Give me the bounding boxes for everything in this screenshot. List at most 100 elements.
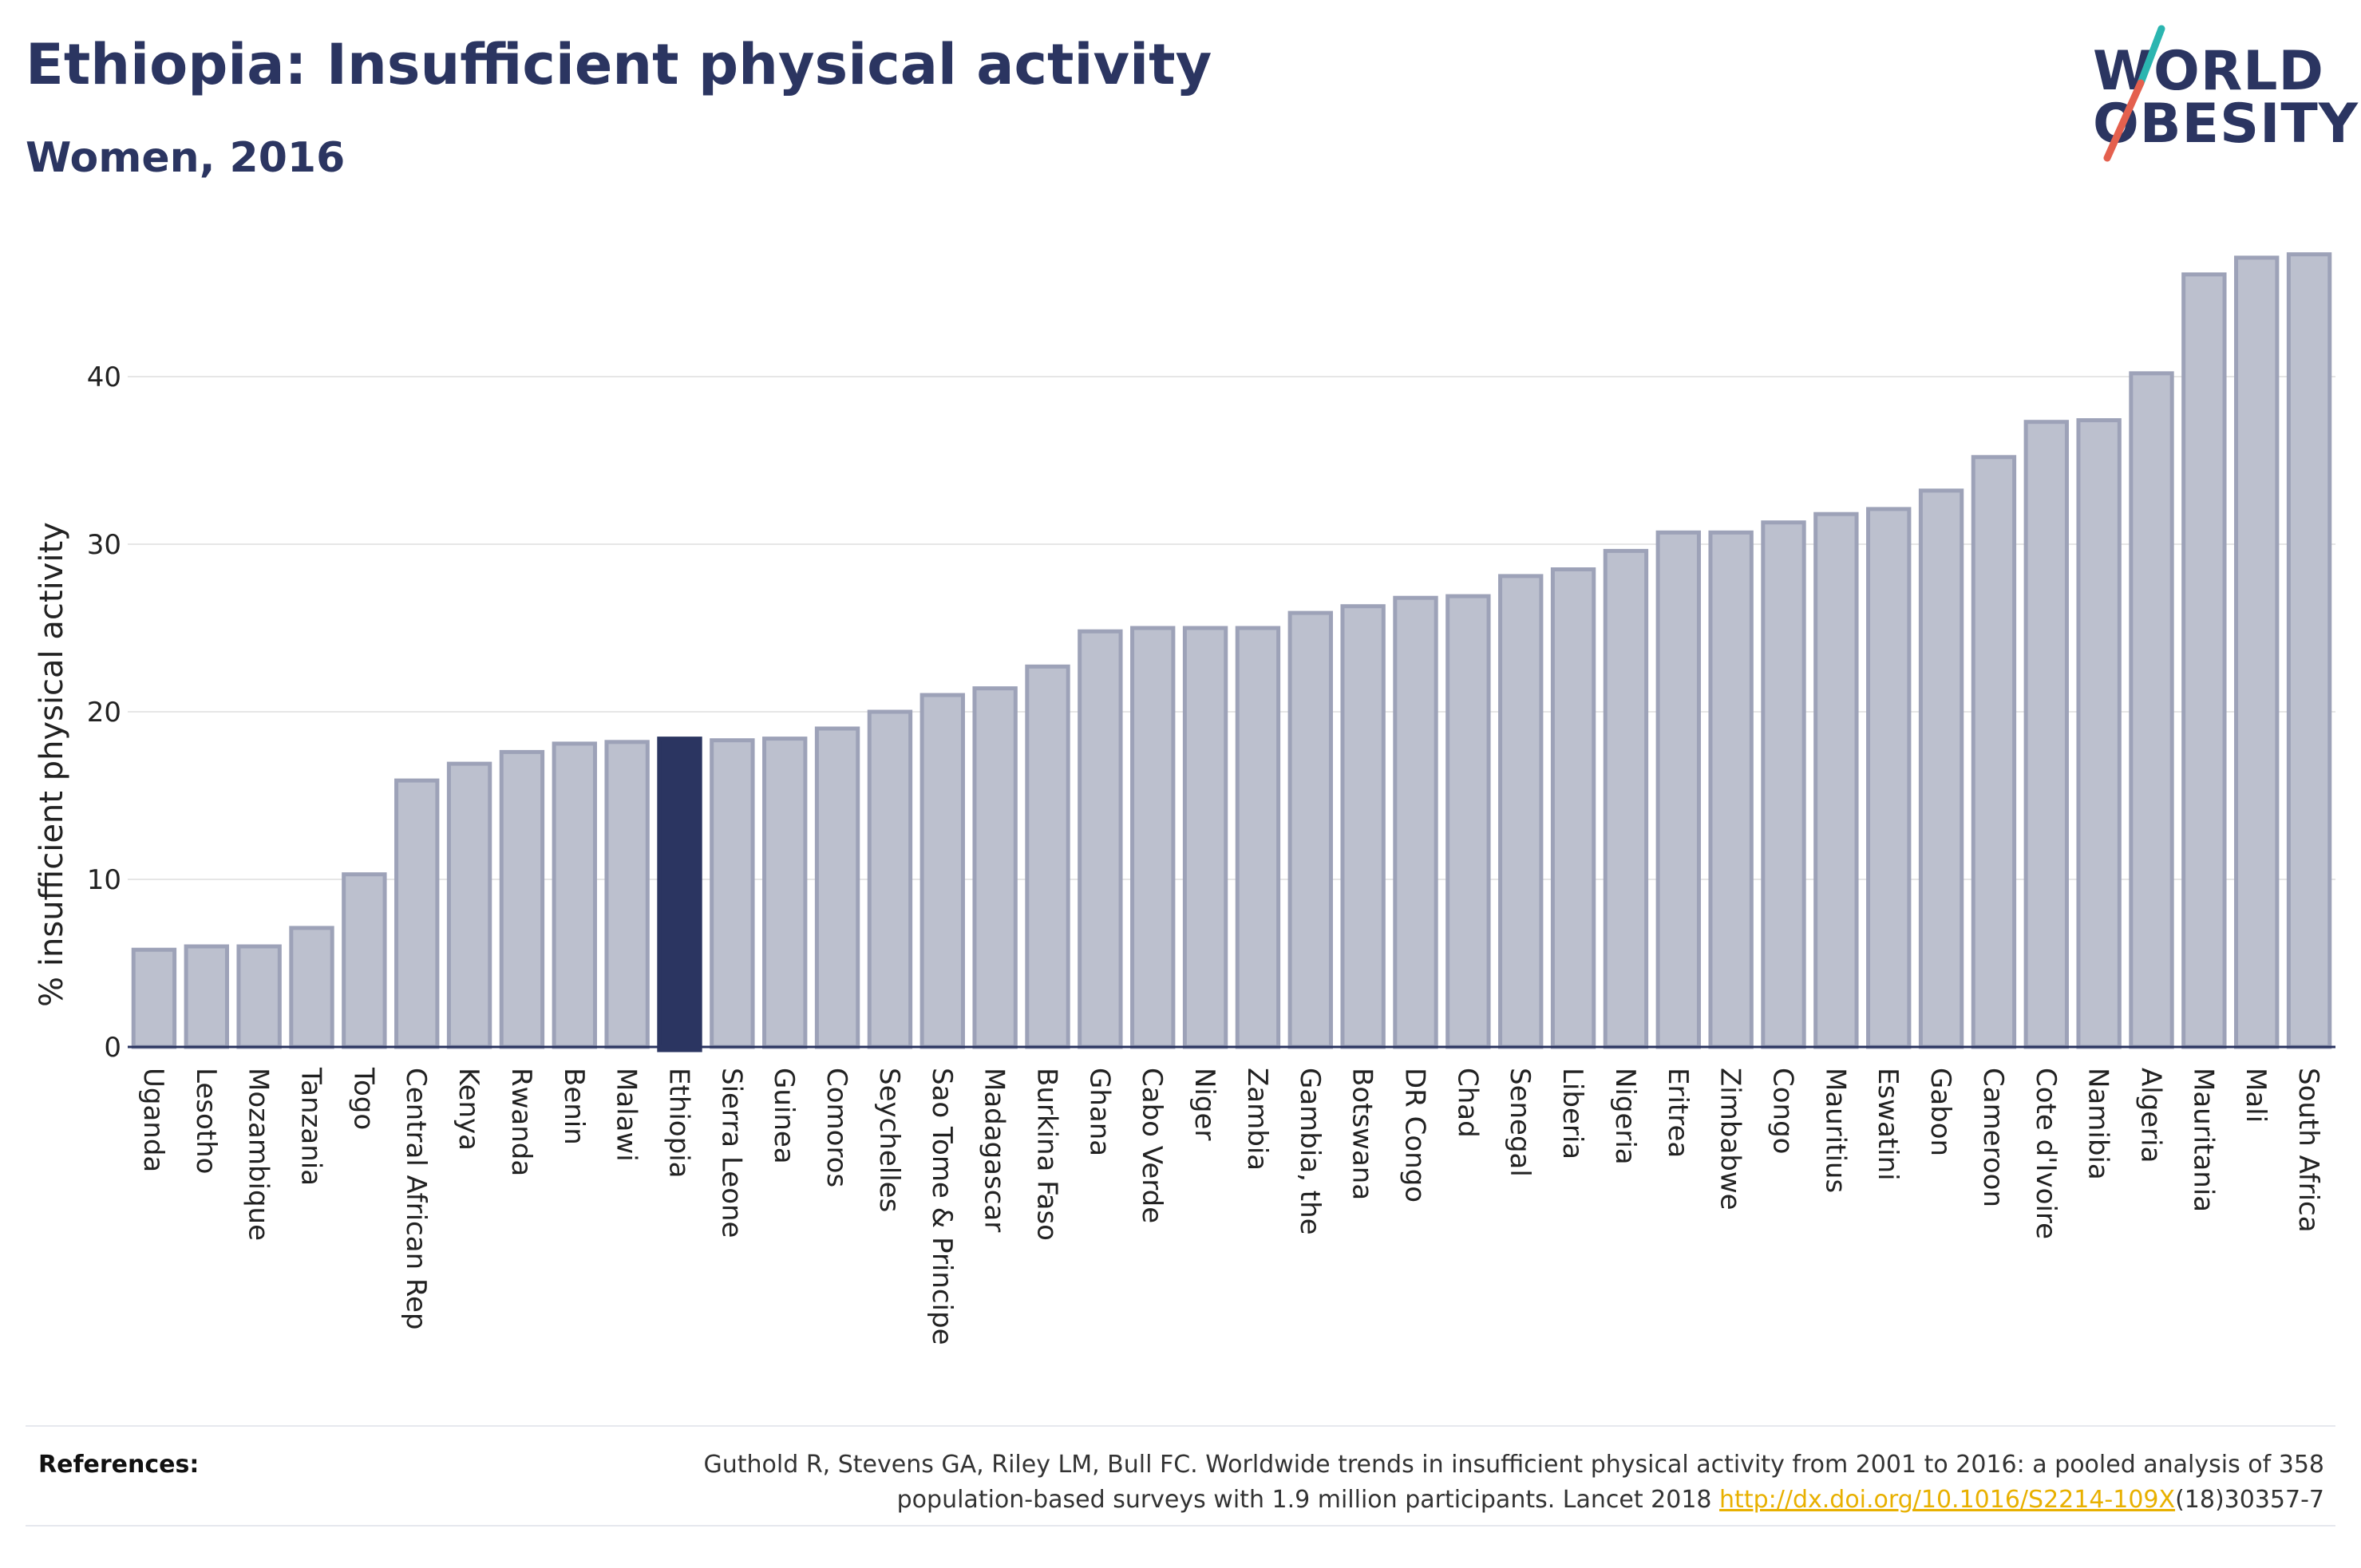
bar-kenya [446, 761, 492, 1049]
bar-comoros [814, 726, 860, 1049]
x-tick-label: Sao Tome & Principe [926, 1068, 958, 1345]
bar-ethiopia [657, 737, 702, 1053]
bar-mauritius [1813, 511, 1859, 1049]
references-label: References: [38, 1451, 200, 1479]
x-tick-label: Mauritius [1819, 1068, 1851, 1193]
reference-line-2: population-based surveys with 1.9 millio… [409, 1483, 2324, 1518]
gridlines [128, 376, 2335, 880]
y-tick-label: 30 [87, 529, 121, 561]
bars [131, 252, 2332, 1053]
x-tick-label: Zimbabwe [1714, 1068, 1746, 1211]
bar-uganda [131, 947, 177, 1049]
bar-sao-tome-principe [919, 693, 965, 1049]
bar-sierra-leone [710, 738, 755, 1049]
reference-doi-link[interactable]: http://dx.doi.org/10.1016/S2214-109X [1719, 1486, 2176, 1514]
x-tick-label: Niger [1188, 1068, 1220, 1140]
bar-niger [1182, 626, 1228, 1049]
bar-botswana [1340, 604, 1386, 1049]
world-obesity-logo: WORLD OBESITY [2075, 24, 2358, 168]
bar-lesotho [184, 944, 229, 1049]
x-tick-label: Seychelles [873, 1068, 905, 1212]
bar-tanzania [289, 926, 334, 1049]
bar-cote-d-ivoire [2023, 420, 2069, 1049]
bar-rwanda [499, 749, 545, 1049]
y-tick-label: 0 [104, 1032, 121, 1064]
x-tick-label: Cote d'Ivoire [2030, 1068, 2062, 1239]
bar-south-africa [2286, 252, 2332, 1049]
x-tick-label: Comoros [821, 1068, 852, 1187]
x-tick-label: Tanzania [295, 1067, 327, 1186]
y-tick-label: 10 [87, 864, 121, 896]
axes: 0 10 20 30 40 Uganda Lesotho Mozambique Tanzania… [87, 361, 2335, 1345]
bar-gabon [1918, 488, 1964, 1049]
bar-liberia [1550, 567, 1596, 1049]
reference-line-1: Guthold R, Stevens GA, Riley LM, Bull FC… [703, 1451, 2324, 1479]
x-tick-label: South Africa [2292, 1068, 2324, 1233]
bar-mozambique [236, 944, 282, 1049]
y-axis-label: % insufficient physical activity [34, 522, 70, 1007]
bar-central-african-rep [394, 778, 440, 1049]
bar-zimbabwe [1708, 530, 1754, 1049]
x-tick-label: Benin [558, 1068, 590, 1145]
x-tick-label: Liberia [1556, 1068, 1588, 1159]
x-tick-label: Algeria [2135, 1068, 2167, 1163]
y-tick-label: 40 [87, 361, 121, 393]
x-tick-label: Mozambique [243, 1068, 275, 1241]
x-tick-label: Ghana [1083, 1068, 1115, 1156]
bar-zambia [1235, 626, 1281, 1049]
bar-mauritania [2181, 272, 2227, 1049]
x-tick-label: Mauritania [2187, 1068, 2219, 1212]
bar-seychelles [867, 709, 913, 1049]
x-tick-label: Congo [1767, 1068, 1799, 1154]
x-tick-label: Lesotho [190, 1068, 222, 1174]
reference-line-2-text: population-based surveys with 1.9 millio… [896, 1486, 1720, 1514]
bar-benin [552, 741, 597, 1049]
y-tick-label: 20 [87, 697, 121, 729]
references-bottom-divider [26, 1525, 2335, 1527]
bar-togo [342, 872, 387, 1049]
bar-burkina-faso [1025, 664, 1070, 1049]
x-tick-label: Chad [1451, 1068, 1483, 1138]
reference-line-2-suffix: (18)30357-7 [2175, 1486, 2324, 1514]
bar-ghana [1078, 629, 1123, 1049]
bar-dr-congo [1393, 595, 1438, 1049]
x-tick-label: Gambia, the [1294, 1068, 1326, 1235]
x-tick-label: Botswana [1347, 1068, 1378, 1200]
bar-algeria [2129, 371, 2174, 1049]
x-tick-label: Central African Rep [400, 1068, 432, 1330]
bar-eritrea [1655, 530, 1701, 1049]
bar-chart: 0 10 20 30 40 Uganda Lesotho Mozambique Tanzania… [34, 252, 2335, 1345]
references-text: Guthold R, Stevens GA, Riley LM, Bull FC… [409, 1448, 2324, 1518]
chart-title: Ethiopia: Insufficient physical activity [26, 32, 1212, 97]
logo-line-1: WORLD [2093, 40, 2324, 103]
x-tick-label: Kenya [453, 1068, 484, 1151]
bar-eswatini [1866, 507, 1912, 1049]
x-tick-label: Burkina Faso [1031, 1068, 1063, 1241]
x-tick-label: Madagascar [979, 1068, 1010, 1232]
logo-line-2: OBESITY [2093, 93, 2359, 156]
x-tick-label: Guinea [768, 1068, 800, 1164]
x-tick-label: Cameroon [1977, 1068, 2009, 1207]
x-tick-label: Senegal [1504, 1068, 1536, 1177]
bar-gambia-the [1287, 610, 1333, 1049]
x-tick-label: DR Congo [1399, 1068, 1431, 1203]
x-tick-label: Gabon [1924, 1068, 1956, 1156]
bar-namibia [2076, 418, 2122, 1049]
bar-guinea [762, 737, 808, 1049]
x-tick-label: Uganda [137, 1068, 169, 1172]
chart-subtitle: Women, 2016 [26, 134, 346, 182]
references-top-divider [26, 1425, 2335, 1427]
x-tick-label: Eritrea [1662, 1068, 1694, 1158]
x-tick-label: Rwanda [505, 1068, 537, 1176]
bar-congo [1761, 520, 1806, 1049]
x-tick-label: Malawi [611, 1068, 643, 1162]
bar-madagascar [972, 686, 1018, 1049]
x-tick-label: Ethiopia [663, 1068, 695, 1178]
x-tick-label: Cabo Verde [1136, 1068, 1168, 1223]
x-tick-label: Mali [2240, 1068, 2272, 1123]
bar-cameroon [1971, 455, 2017, 1049]
x-tick-label: Nigeria [1609, 1068, 1641, 1165]
bar-mali [2234, 255, 2280, 1049]
bar-senegal [1498, 574, 1544, 1049]
x-tick-label: Namibia [2082, 1068, 2114, 1180]
